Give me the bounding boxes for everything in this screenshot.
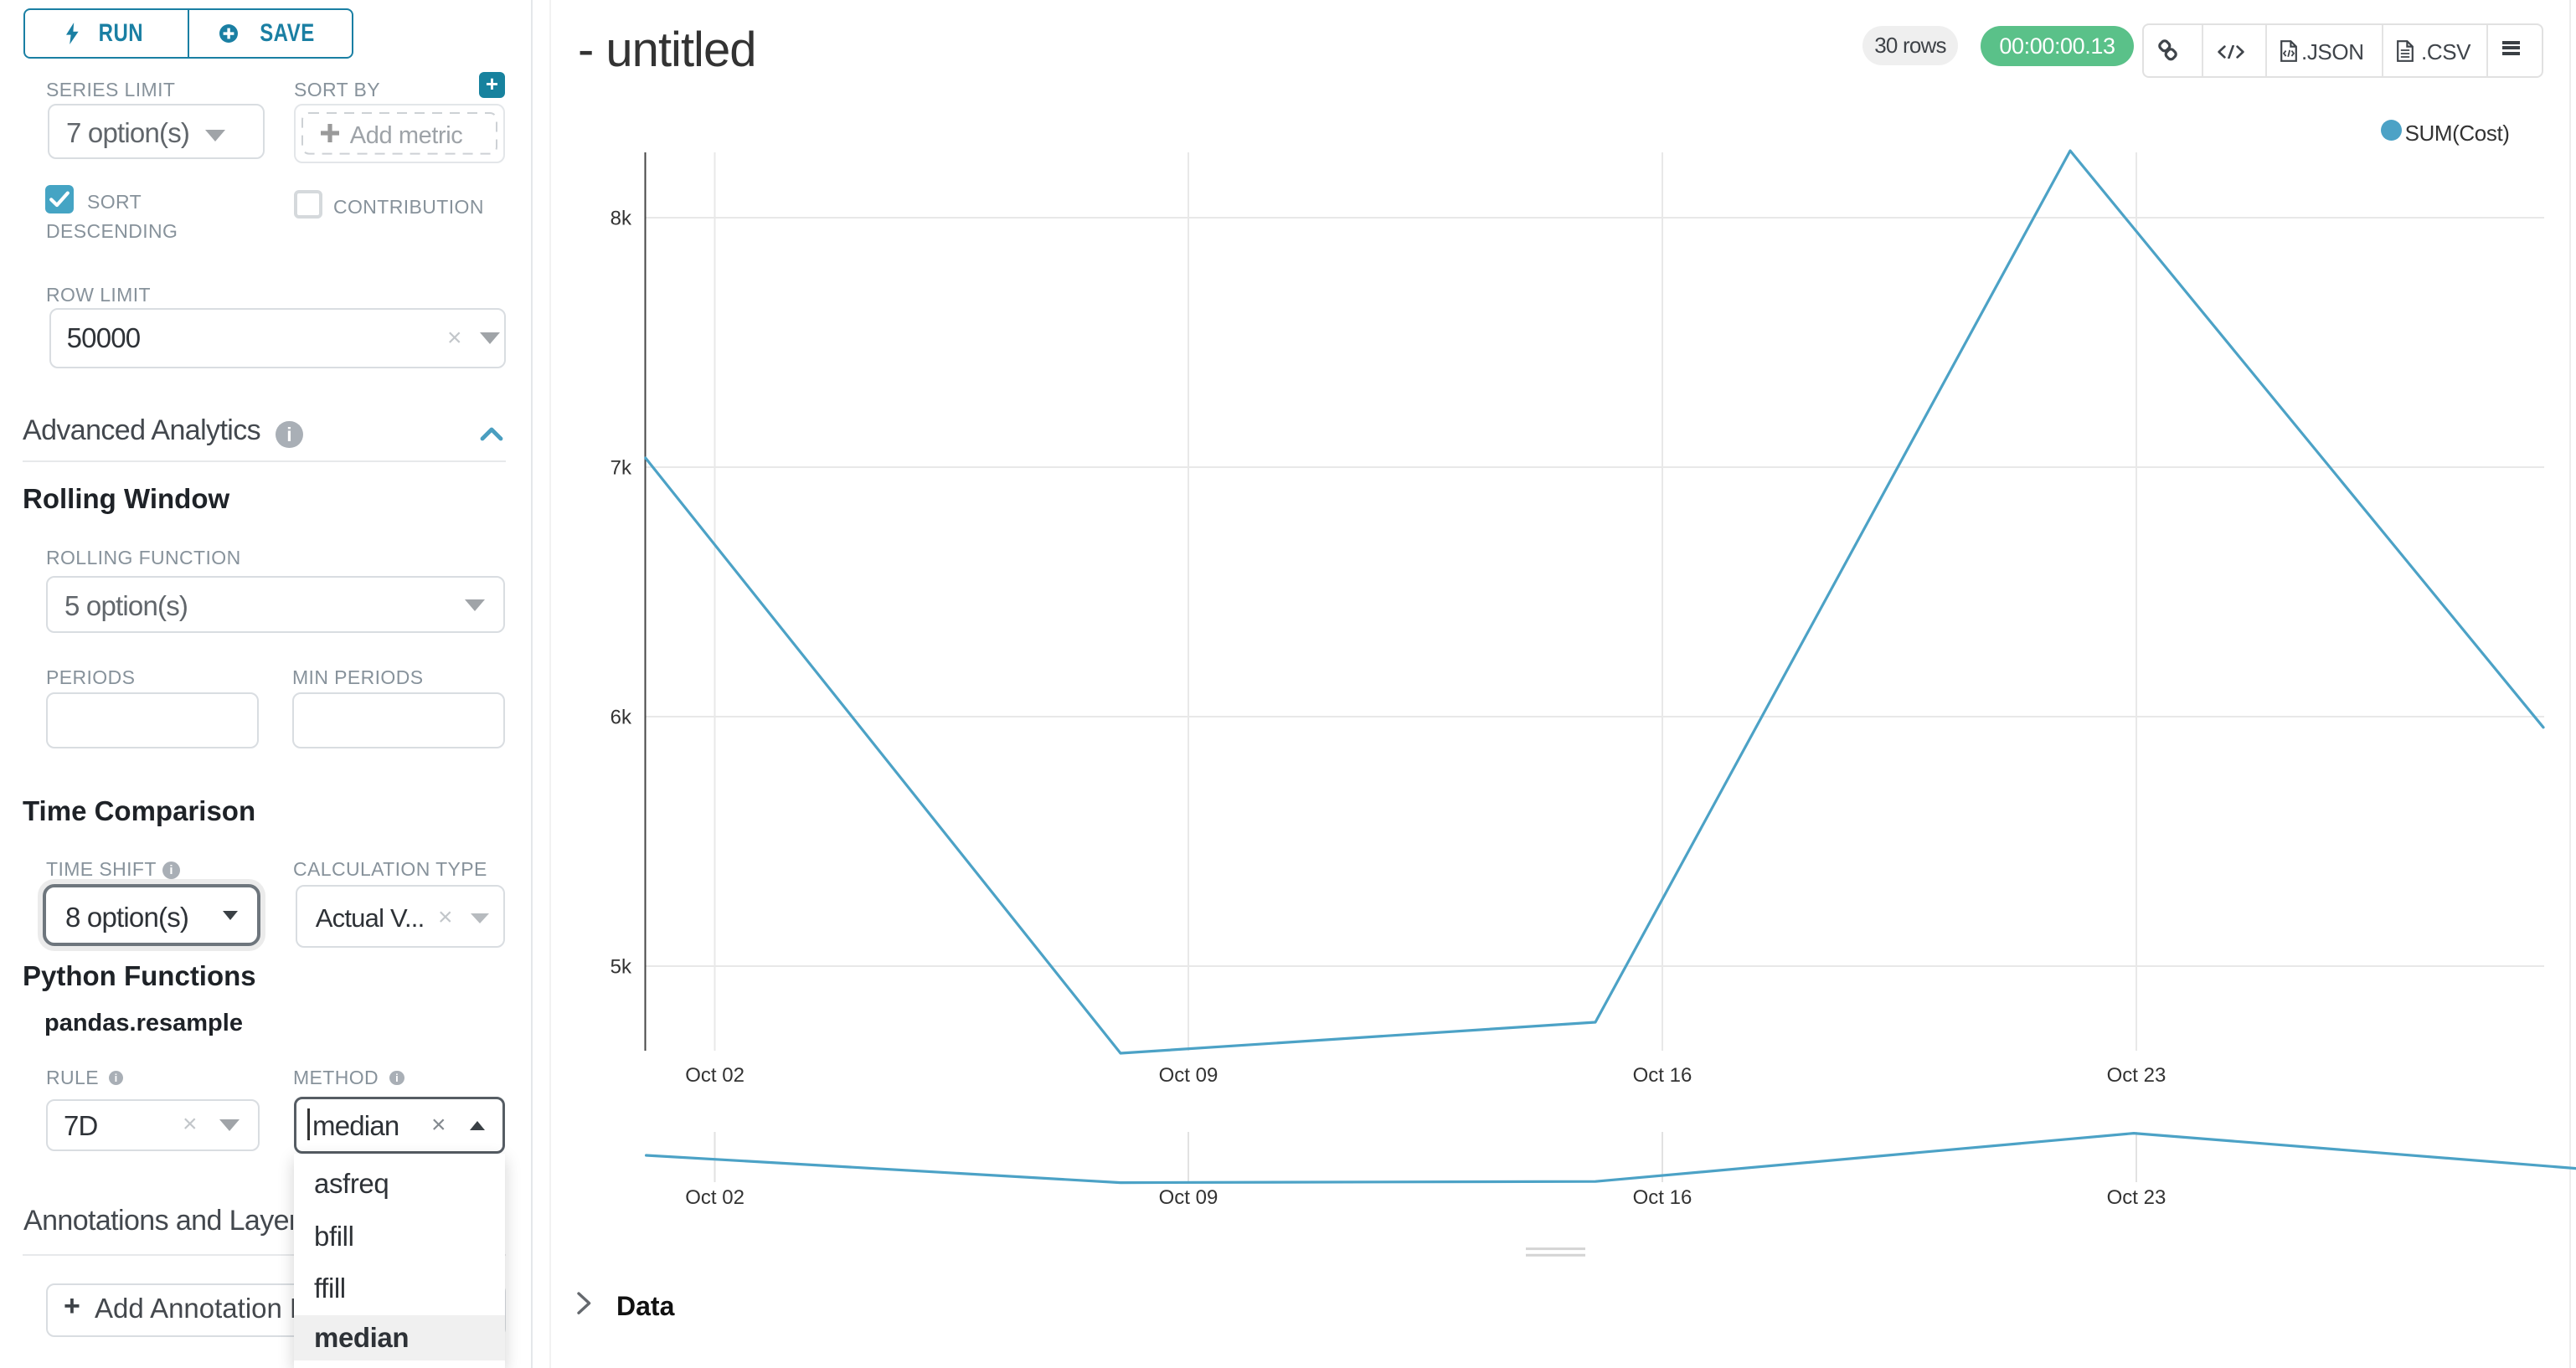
svg-text:6k: 6k (611, 707, 632, 729)
svg-text:Oct 09: Oct 09 (1159, 1064, 1218, 1087)
svg-text:Oct 09: Oct 09 (1159, 1186, 1218, 1209)
svg-text:7k: 7k (611, 457, 632, 480)
svg-text:8k: 8k (611, 208, 632, 230)
svg-text:Oct 23: Oct 23 (2107, 1186, 2166, 1209)
svg-text:5k: 5k (611, 956, 632, 979)
svg-text:Oct 23: Oct 23 (2107, 1064, 2166, 1087)
svg-text:Oct 02: Oct 02 (685, 1064, 744, 1087)
svg-text:Oct 16: Oct 16 (1633, 1186, 1692, 1209)
svg-text:Oct 02: Oct 02 (685, 1186, 744, 1209)
svg-text:Oct 16: Oct 16 (1633, 1064, 1692, 1087)
